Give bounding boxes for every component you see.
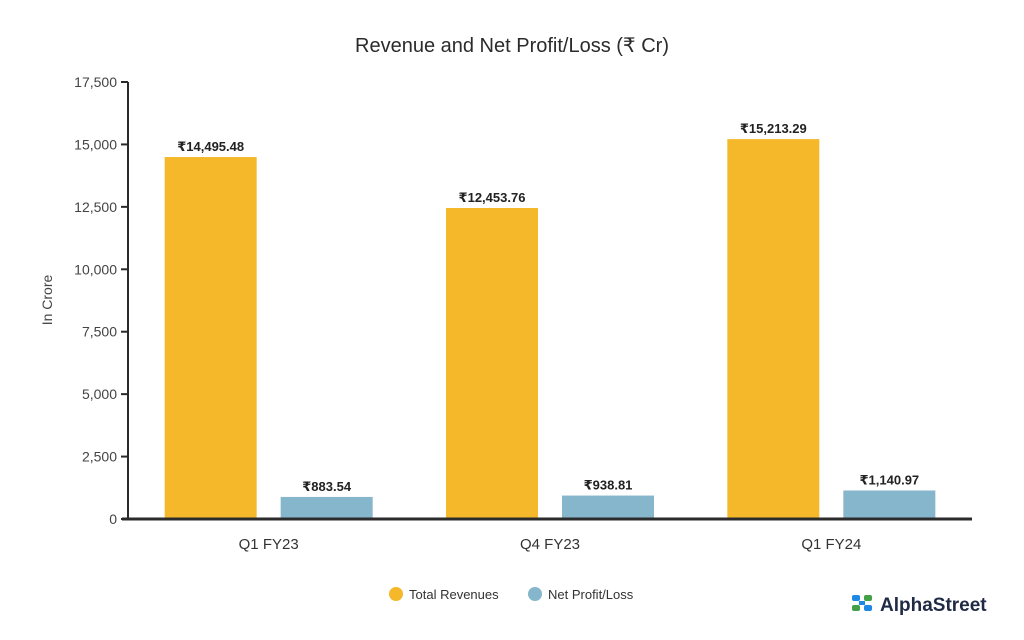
legend: Total Revenues Net Profit/Loss	[389, 587, 634, 602]
bar-data-label: ₹12,453.76	[459, 190, 526, 205]
bar-data-label: ₹1,140.97	[860, 473, 920, 488]
y-tick-label: 10,000	[74, 261, 117, 277]
y-tick-label: 15,000	[74, 136, 117, 152]
bar-data-label: ₹938.81	[584, 478, 633, 493]
legend-marker	[528, 587, 542, 601]
bar-net-profit-loss	[562, 495, 654, 519]
y-tick-label: 12,500	[74, 199, 117, 215]
legend-marker	[389, 587, 403, 601]
x-category-label: Q4 FY23	[520, 536, 580, 553]
chart-title: Revenue and Net Profit/Loss (₹ Cr)	[355, 35, 669, 57]
y-axis-title: In Crore	[39, 275, 55, 326]
y-tick-label: 0	[109, 511, 117, 527]
bar-total-revenues	[164, 157, 257, 519]
x-category-label: Q1 FY24	[801, 536, 861, 553]
y-axis-ticks: 0 2,500 5,000 7,500 10,000 12,500 15,000 17,500	[74, 74, 128, 527]
y-tick-label: 17,500	[74, 74, 117, 90]
y-tick-label: 7,500	[82, 324, 117, 340]
bar-data-labels: ₹14,495.48 ₹883.54 ₹12,453.76 ₹938.81 ₹15,21…	[177, 121, 919, 494]
y-tick-label: 5,000	[82, 386, 117, 402]
bar-data-label: ₹14,495.48	[177, 139, 244, 154]
x-axis-labels: Q1 FY23 Q4 FY23 Q1 FY24	[239, 536, 862, 553]
alphastreet-logo-icon	[852, 595, 872, 611]
brand-name: AlphaStreet	[880, 595, 987, 616]
bar-net-profit-loss	[843, 490, 936, 519]
legend-label: Net Profit/Loss	[548, 587, 634, 602]
y-tick-label: 2,500	[82, 449, 117, 465]
bar-total-revenues	[446, 208, 538, 519]
bar-data-label: ₹15,213.29	[740, 121, 807, 136]
bars-group	[164, 139, 936, 519]
brand-logo: AlphaStreet	[852, 595, 987, 616]
legend-label: Total Revenues	[409, 587, 499, 602]
x-category-label: Q1 FY23	[239, 536, 299, 553]
bar-net-profit-loss	[280, 496, 373, 519]
bar-data-label: ₹883.54	[302, 479, 352, 494]
bar-total-revenues	[727, 139, 820, 519]
